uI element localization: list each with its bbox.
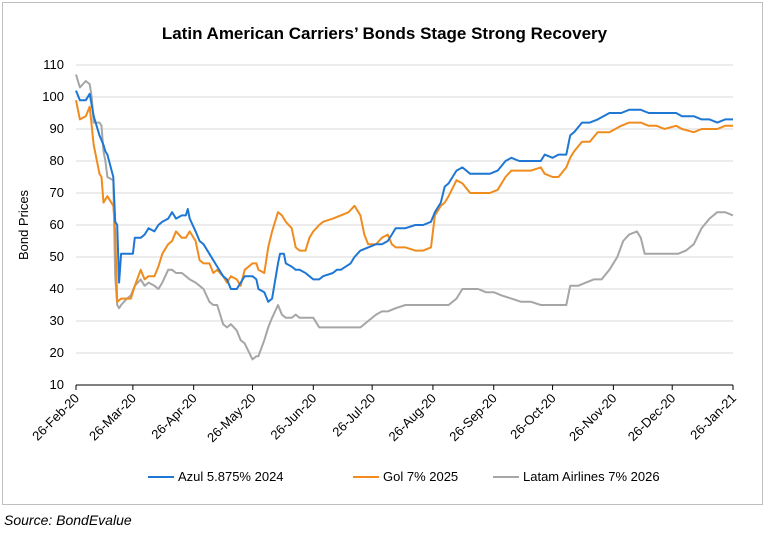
x-tick-label: 26-Sep-20 (446, 391, 500, 445)
legend-label: Latam Airlines 7% 2026 (523, 469, 660, 484)
x-tick-label: 26-Aug-20 (386, 391, 440, 445)
y-tick-label: 60 (50, 217, 64, 232)
series-line-2 (75, 74, 734, 361)
y-tick-label: 90 (50, 121, 64, 136)
x-tick-label: 26-Jun-20 (267, 391, 319, 443)
series-line-1 (75, 100, 733, 303)
y-tick-label: 50 (50, 249, 64, 264)
series-lines (75, 74, 734, 361)
x-tick-label: 26-Jan-21 (687, 391, 739, 443)
x-tick-label: 26-Dec-20 (625, 391, 679, 445)
y-tick-label: 30 (50, 313, 64, 328)
x-tick-label: 26-Mar-20 (86, 391, 139, 444)
x-tick-label: 26-Apr-20 (148, 391, 199, 442)
y-tick-label: 40 (50, 281, 64, 296)
y-tick-label: 10 (50, 377, 64, 392)
x-tick-label: 26-Oct-20 (507, 391, 558, 442)
y-tick-label: 70 (50, 185, 64, 200)
series-line-0 (75, 90, 733, 303)
gridlines (76, 64, 733, 354)
y-axis-title: Bond Prices (16, 189, 31, 260)
axes: 10 20 30 40 50 60 70 80 90 100 110 26-Feb-20 26-Mar-… (29, 57, 739, 445)
chart-title: Latin American Carriers’ Bonds Stage Str… (161, 24, 608, 43)
y-tick-label: 20 (50, 345, 64, 360)
y-tick-label: 100 (42, 89, 64, 104)
x-tick-label: 26-Jul-20 (329, 391, 378, 440)
legend: Azul 5.875% 2024 Gol 7% 2025 Latam Airline… (148, 469, 660, 484)
legend-label: Azul 5.875% 2024 (178, 469, 284, 484)
y-tick-label: 110 (43, 57, 64, 72)
x-tick-label: 26-May-20 (204, 391, 259, 446)
source-note: Source: BondEvalue (4, 512, 132, 528)
y-tick-label: 80 (50, 153, 64, 168)
x-tick-label: 26-Feb-20 (29, 391, 82, 444)
x-tick-label: 26-Nov-20 (566, 391, 620, 445)
legend-label: Gol 7% 2025 (383, 469, 458, 484)
